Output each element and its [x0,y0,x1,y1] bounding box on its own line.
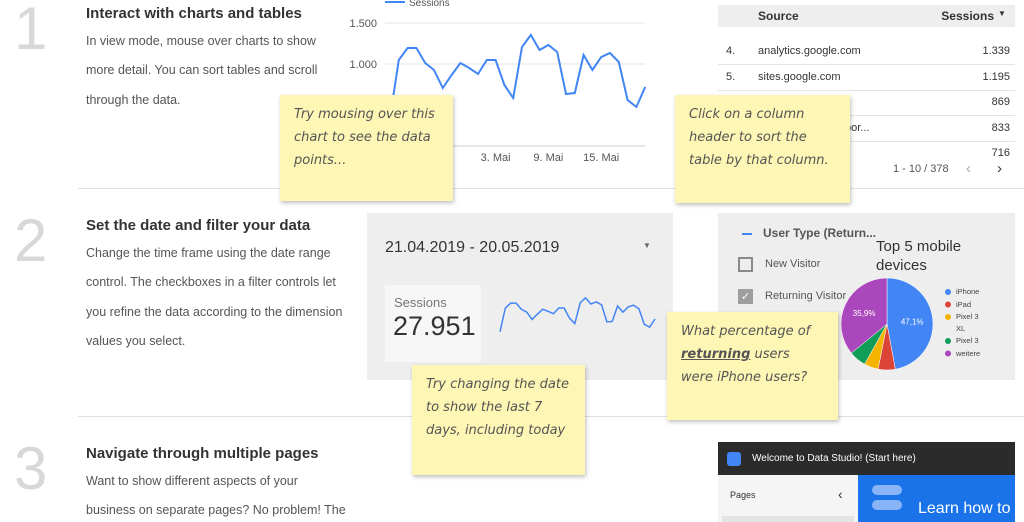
filter-title: User Type (Return... [763,226,877,240]
banner-text: Learn how to [918,500,1011,517]
sort-arrow: ▼ [998,9,1006,18]
cell-sessions: 716 [991,147,1010,159]
learn-banner [858,475,1015,522]
note-text: Click on a column header to sort the tab… [689,107,829,168]
banner-bar [872,485,902,495]
pagination: 1 - 10 / 378 [893,163,949,175]
banner-bar [872,500,902,510]
checkbox[interactable]: ✓ [738,289,753,304]
note-text: What percentage of [681,324,811,339]
date-range[interactable]: 21.04.2019 - 20.05.2019 [385,239,560,256]
step-body: In view mode, mouse over charts to show [86,34,316,48]
column-header: Source [758,9,799,23]
sticky-note: Try changing the date to show the last 7… [412,365,585,475]
app-icon [727,452,741,466]
slice-label: 35,9% [853,309,876,318]
x-tick-label: 9. Mai [533,152,563,164]
x-tick-label: 3. Mai [481,152,511,164]
pages-sidebar [718,475,858,522]
row-line [718,64,1015,65]
cell-source: analytics.google.com [758,45,861,57]
x-tick-label: 15. Mai [583,152,619,164]
step-body: Want to show different aspects of your [86,474,298,488]
cell-rank: 5. [726,70,736,83]
step-title: Navigate through multiple pages [86,445,319,462]
legend-label: iPad [956,299,972,309]
prev-page: ‹ [966,160,971,177]
column-header: Sessions [941,9,994,23]
legend-label: weitere [956,348,981,358]
cell-sessions: 833 [991,121,1010,134]
divider [78,188,1024,189]
step-number: 1 [14,0,48,62]
pages-label: Pages [730,490,756,500]
step-body: more detail. You can sort tables and scr… [86,63,318,78]
line [389,33,647,119]
row-line [718,115,1015,116]
cell-rank: 4. [726,45,736,57]
cell-sessions: 869 [991,96,1010,108]
step-title: Interact with charts and tables [86,5,302,22]
step-title: Set the date and filter your data [86,217,311,234]
sparkline [499,296,656,332]
note-text: Try changing the date to show the last 7… [426,377,569,438]
y-tick-label: 1.500 [349,18,377,30]
legend-label: iPhone [956,287,980,296]
note-text: Try mousing over this chart to see the d… [294,107,435,168]
step-body: values you select. [86,333,186,348]
pie-slice [840,277,888,354]
y-tick-label: 1.000 [349,59,377,71]
cell-source: sites.google.com [758,70,841,83]
step-number: 2 [14,207,48,274]
checkbox-label: Returning Visitor [765,290,847,302]
legend-dot [945,350,951,357]
table-header [718,5,1015,27]
cell-sessions: 1.195 [982,70,1010,83]
row-line [718,89,1015,91]
welcome-title: Welcome to Data Studio! (Start here) [752,453,916,464]
step-number: 3 [14,435,48,502]
filter-swatch [742,233,752,235]
scorecard [385,285,481,362]
checkbox[interactable] [738,257,753,272]
sticky-note: What percentage of returning users were … [667,312,838,420]
legend-dot [945,301,951,308]
step-body: Change the time frame using the date ran… [86,246,331,260]
legend-dot [945,289,951,295]
legend-dot [945,338,951,344]
row-line [718,140,1015,142]
checkbox-label: New Visitor [765,258,821,270]
legend-label: Pixel 3 [956,336,979,345]
legend-label: Pixel 3 XL [956,312,979,333]
cell-source: por... [845,121,870,134]
note-text: returning [681,347,751,362]
step-body: through the data. [86,92,181,107]
next-page[interactable]: › [997,160,1002,177]
legend-dot [945,314,951,320]
pie-slice [886,277,934,370]
scorecard-label: Sessions [394,295,447,310]
sticky-note: Try mousing over this chart to see the d… [280,95,453,201]
step-body: control. The checkboxes in a filter cont… [86,275,336,290]
dropdown-arrow: ▼ [643,241,651,250]
legend-label: Sessions [409,0,450,9]
pie-title: Top 5 mobile devices [876,238,962,274]
welcome-bar [718,442,1015,475]
step-body: business on separate pages? No problem! … [86,503,346,518]
slice-label: 47,1% [901,318,924,327]
step-body: you refine the data according to the dim… [86,304,343,319]
sidebar-item [722,516,854,522]
cell-sessions: 1.339 [982,45,1010,57]
note-text: users were iPhone users? [681,347,808,385]
scorecard-value: 27.951 [393,311,476,341]
collapse-arrow: ‹ [838,486,843,502]
sticky-note: Click on a column header to sort the tab… [675,95,850,203]
